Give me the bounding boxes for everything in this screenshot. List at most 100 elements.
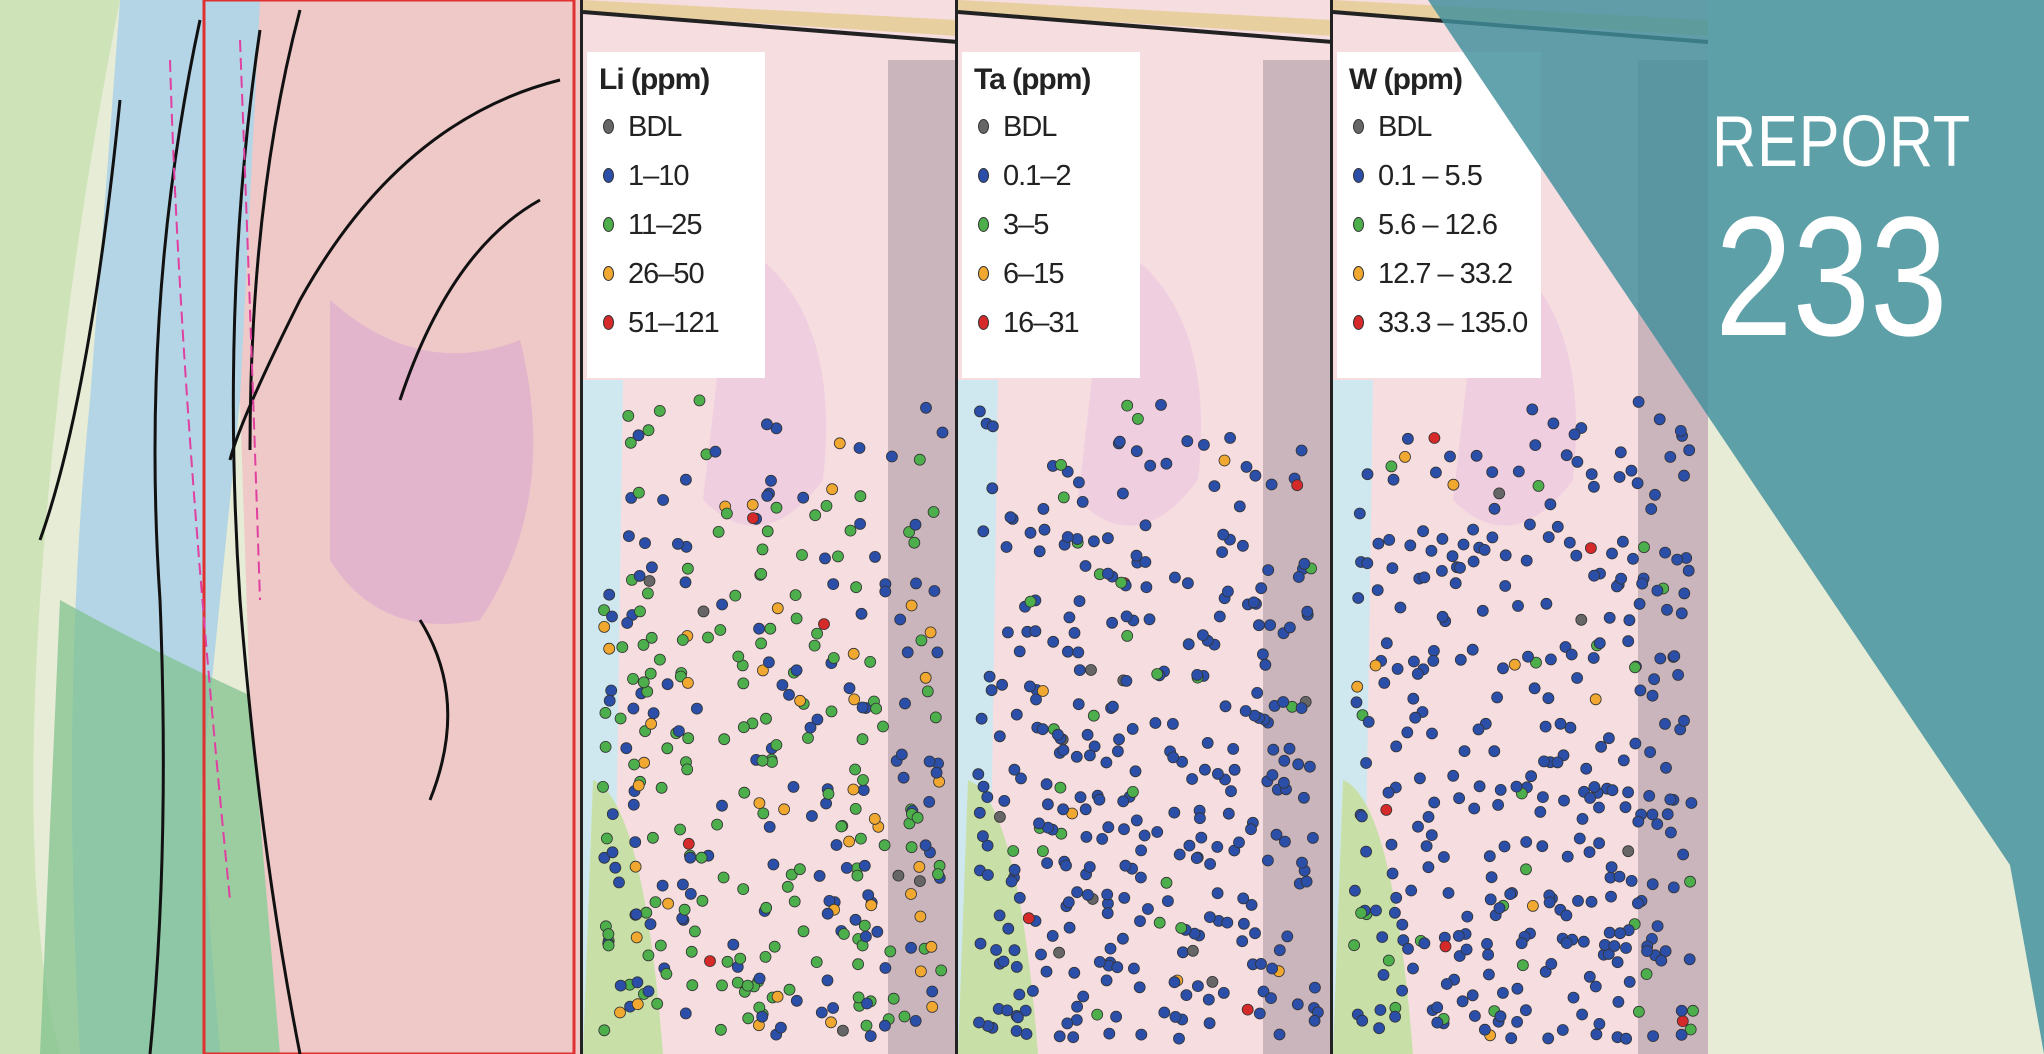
circle-marker-icon [1353,315,1364,330]
sample-point [854,832,867,845]
sample-point [674,823,686,836]
sample-point [1651,584,1664,597]
sample-point [1015,772,1027,785]
sample-point [1528,682,1541,695]
sample-point [765,474,777,487]
sample-point [1467,523,1480,536]
sample-point [1168,806,1181,819]
sample-point [1593,1018,1606,1030]
sample-point [1257,985,1270,998]
sample-point [661,742,674,755]
sample-point [757,807,770,820]
legend-label: 0.1–2 [1003,159,1072,192]
sample-point [1493,487,1506,500]
sample-point [1603,611,1616,624]
sample-point [1551,756,1564,769]
sample-point [1615,572,1628,585]
sample-point [672,538,684,550]
sample-point [821,907,834,920]
sample-point [642,424,655,437]
sample-point [854,518,867,530]
sample-point [738,786,751,799]
sample-point [808,639,821,652]
sample-point [770,739,783,751]
sample-point [763,821,776,833]
legend-item: 6–15 [974,249,1126,298]
sample-point [850,581,863,594]
sample-point [1510,780,1523,793]
sample-point [821,974,834,987]
sample-point [840,862,853,874]
sample-point [1632,395,1645,408]
legend-item: 16–31 [974,298,1126,347]
sample-point [1201,737,1214,749]
sample-point [1554,717,1567,730]
circle-marker-icon [978,168,989,183]
sample-point [1668,650,1681,663]
legend-item: BDL [974,102,1126,151]
sample-point [844,524,857,537]
sample-point [1425,544,1438,557]
sample-point [899,697,911,710]
sample-point [926,1001,939,1013]
sample-point [973,405,986,418]
sample-point [1496,987,1509,999]
sample-point [1542,692,1555,705]
sample-point [1492,799,1505,811]
sample-point [977,525,990,538]
sample-point [849,803,862,815]
sample-point [1373,1022,1385,1035]
sample-point [627,798,640,811]
legend-label: 6–15 [1003,257,1065,290]
sample-point [1540,597,1553,610]
sample-point [997,955,1010,968]
circle-marker-icon [1353,168,1364,183]
sample-point [1456,995,1469,1008]
sample-point [1544,498,1557,511]
sample-point [1499,580,1512,592]
sample-point [1190,852,1203,864]
sample-point [602,939,615,952]
sample-point [1611,956,1624,969]
sample-point [761,525,774,538]
legend-item: 12.7 – 33.2 [1349,249,1527,298]
sample-point [1427,655,1440,667]
sample-point [599,741,612,753]
sample-point [818,618,830,630]
sample-point [1010,961,1023,973]
sample-point [1068,627,1081,639]
sample-point [1350,696,1363,709]
sample-point [833,437,846,450]
sample-point [673,725,685,737]
sample-point [1372,537,1385,550]
sample-point [1138,829,1151,842]
sample-point [1478,544,1491,556]
sample-point [1093,956,1106,968]
sample-point [682,837,695,850]
sample-point [646,561,658,574]
sample-point [1071,1000,1083,1013]
sample-point [856,733,869,746]
sample-point [1605,890,1617,903]
sample-point [1436,610,1449,623]
sample-point [1353,507,1366,520]
sample-point [702,631,714,644]
sample-point [1101,567,1114,580]
legend-label: 1–10 [628,159,690,192]
sample-point [1068,966,1081,979]
sample-point [1486,531,1499,544]
legend-label: 3–5 [1003,208,1049,241]
sample-point [856,701,869,714]
sample-point [870,702,883,715]
sample-point [1002,626,1014,639]
sample-point [632,429,645,442]
sample-point [1675,607,1688,620]
sample-point [637,676,650,689]
sample-point [1522,650,1534,663]
sample-point [1151,826,1164,838]
sample-point [1102,821,1115,834]
sample-point [721,955,734,968]
sample-point [935,964,948,977]
sample-point [1390,891,1403,904]
